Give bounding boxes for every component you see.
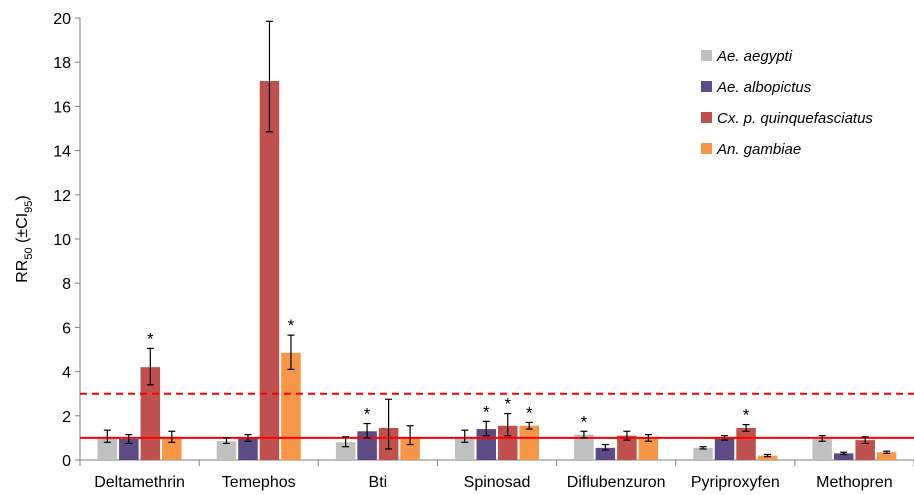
y-axis-label: RR50 (±CI95)	[14, 195, 35, 283]
significance-star: *	[504, 395, 511, 414]
ylabel-open: (±CI	[14, 213, 31, 248]
y-tick-label: 12	[53, 188, 71, 205]
significance-star: *	[147, 329, 154, 348]
y-tick-label: 4	[62, 365, 71, 382]
legend-label-0: Ae. aegypti	[716, 48, 793, 65]
significance-star: *	[581, 412, 588, 431]
bar-1-4	[595, 447, 616, 460]
legend-swatch-1	[701, 81, 712, 92]
error-bars	[103, 20, 891, 458]
legend-label-1: Ae. albopictus	[716, 79, 812, 96]
bar-0-5	[693, 447, 713, 460]
significance-markers: * * * * * * * *	[147, 316, 750, 431]
significance-star: *	[288, 316, 295, 335]
bar-0-1	[216, 441, 237, 460]
legend-swatch-2	[701, 112, 712, 123]
bar-1-6	[833, 453, 854, 460]
y-tick-label: 6	[62, 320, 71, 337]
legend-swatch-3	[701, 143, 712, 154]
bars	[97, 80, 897, 461]
bar-2-4	[617, 435, 637, 460]
bar-1-0	[119, 439, 139, 460]
bar-0-0	[97, 436, 118, 460]
bar-0-6	[812, 439, 832, 460]
bar-2-5	[736, 427, 756, 460]
reference-lines	[80, 392, 914, 439]
x-tick-label: Methopren	[816, 474, 893, 491]
x-tick-label: Deltamethrin	[94, 474, 185, 491]
ylabel-close: )	[14, 195, 31, 200]
bar-0-4	[574, 434, 594, 460]
legend: Ae. aegypti Ae. albopictus Cx. p. quinquef…	[701, 48, 873, 158]
bar-0-2	[335, 442, 356, 460]
y-tick-label: 16	[53, 99, 71, 116]
bar-3-1	[281, 352, 301, 460]
bar-3-6	[876, 452, 897, 460]
x-axis: Deltamethrin Temephos Bti Spinosad Diflubenz…	[79, 459, 914, 491]
x-tick-label: Diflubenzuron	[567, 474, 666, 491]
bar-2-3	[498, 425, 518, 460]
y-axis: 0 2 4 6 8 10 12 14 16 18 20	[53, 11, 81, 470]
y-axis-title: RR50 (±CI95)	[14, 195, 35, 283]
significance-star: *	[364, 405, 371, 424]
y-tick-label: 10	[53, 232, 71, 249]
ylabel-sub1: 50	[23, 247, 35, 259]
ylabel-main: RR	[14, 260, 31, 283]
bar-2-0	[140, 367, 161, 460]
bar-3-3	[519, 425, 539, 460]
significance-star: *	[743, 406, 750, 425]
significance-star: *	[526, 403, 533, 422]
y-tick-label: 0	[62, 453, 71, 470]
ylabel-sub2: 95	[23, 201, 35, 213]
bar-3-0	[162, 436, 182, 460]
x-tick-label: Pyriproxyfen	[691, 474, 780, 491]
bar-1-5	[714, 437, 735, 460]
legend-label-3: An. gambiae	[716, 141, 801, 158]
bar-1-1	[238, 437, 258, 460]
bar-0-3	[455, 436, 475, 460]
y-tick-label: 14	[53, 144, 71, 161]
bar-3-2	[400, 437, 420, 460]
y-tick-label: 8	[62, 276, 71, 293]
x-tick-label: Spinosad	[464, 474, 531, 491]
x-tick-label: Bti	[369, 474, 388, 491]
bar-2-6	[855, 440, 875, 460]
bar-3-5	[757, 455, 778, 460]
legend-label-2: Cx. p. quinquefasciatus	[717, 110, 873, 127]
legend-swatch-0	[701, 50, 712, 61]
x-tick-label: Temephos	[222, 474, 296, 491]
y-tick-label: 20	[53, 11, 71, 28]
bar-2-1	[259, 80, 280, 461]
bar-3-4	[638, 437, 659, 460]
y-tick-label: 2	[62, 409, 71, 426]
significance-star: *	[483, 402, 490, 421]
y-tick-label: 18	[53, 55, 71, 72]
bar-1-3	[476, 429, 496, 460]
